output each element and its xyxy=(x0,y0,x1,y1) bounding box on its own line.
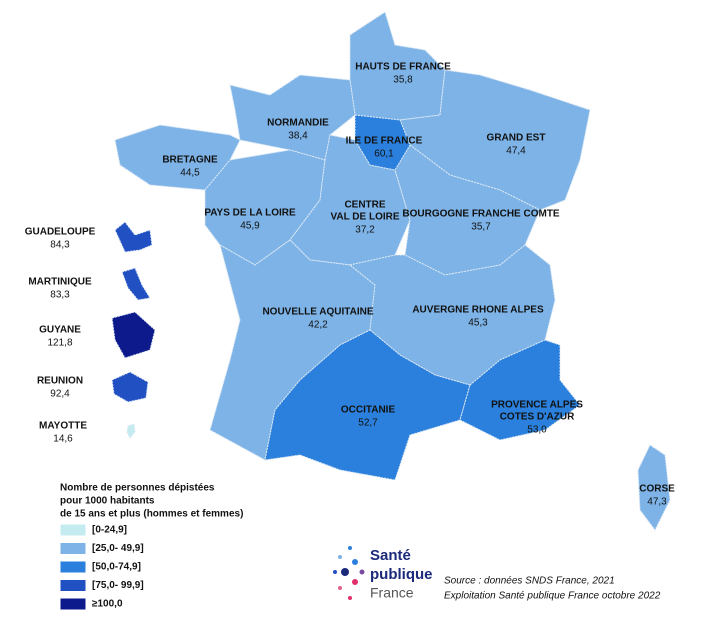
legend-title: Nombre de personnes dépistées xyxy=(60,483,215,494)
region xyxy=(111,371,149,403)
legend-label: [0-24,9] xyxy=(92,525,127,536)
region-value: 84,3 xyxy=(50,240,70,251)
shapes xyxy=(111,11,671,531)
legend-title: de 15 ans et plus (hommes et femmes) xyxy=(60,509,243,520)
legend-swatch xyxy=(59,523,87,537)
legend-label: [75,0- 99,9] xyxy=(92,580,144,591)
region xyxy=(264,329,471,481)
legend-swatch xyxy=(59,542,87,555)
region-name: COTES D'AZUR xyxy=(500,412,575,423)
source: Source : données SNDS France, 2021 xyxy=(444,576,615,587)
legend-label: [50,0-74,9] xyxy=(92,562,141,573)
region-value: 60,1 xyxy=(374,149,394,160)
legend-swatch xyxy=(59,597,87,611)
region xyxy=(459,339,581,441)
region xyxy=(126,423,136,439)
region-value: 38,4 xyxy=(288,131,308,142)
region xyxy=(111,311,156,359)
logo-text: publique xyxy=(370,566,433,583)
legend-swatch xyxy=(59,579,87,592)
region-value: 35,7 xyxy=(471,222,491,233)
logo-text: France xyxy=(370,585,414,601)
region-name: BOURGOGNE FRANCHE COMTE xyxy=(402,209,560,220)
region-value: 45,9 xyxy=(240,221,260,232)
region xyxy=(637,444,671,531)
region-name: GUADELOUPE xyxy=(25,227,96,238)
region-name: GRAND EST xyxy=(487,133,546,144)
region-name: ILE DE FRANCE xyxy=(346,136,423,147)
region-name: BRETAGNE xyxy=(162,155,218,166)
region xyxy=(229,74,356,161)
legend-label: [25,0- 49,9] xyxy=(92,543,144,554)
legend-label: ≥100,0 xyxy=(92,599,123,610)
region xyxy=(289,134,411,266)
legend-swatch xyxy=(59,560,87,574)
source: Exploitation Santé publique France octob… xyxy=(444,591,661,602)
region-name: PROVENCE ALPES xyxy=(491,400,583,411)
region-value: 47,3 xyxy=(647,497,667,508)
region-value: 37,2 xyxy=(355,225,375,236)
region-name: REUNION xyxy=(37,376,83,387)
region xyxy=(114,221,153,253)
region-name: NOUVELLE AQUITAINE xyxy=(262,307,373,318)
region-value: 45,3 xyxy=(468,318,488,329)
region-value: 52,7 xyxy=(358,418,378,429)
region-value: 92,4 xyxy=(50,389,70,400)
region-name: MAYOTTE xyxy=(39,421,87,432)
region-name: CORSE xyxy=(639,484,675,495)
region-name: MARTINIQUE xyxy=(28,277,92,288)
region-name: HAUTS DE FRANCE xyxy=(355,62,451,73)
logo-text: Santé xyxy=(370,547,411,564)
region-name: NORMANDIE xyxy=(267,118,329,129)
region-name: AUVERGNE RHONE ALPES xyxy=(412,305,544,316)
region-value: 44,5 xyxy=(180,168,200,179)
region xyxy=(354,114,411,171)
region xyxy=(121,267,151,301)
region-name: PAYS DE LA LOIRE xyxy=(204,208,296,219)
legend-title: pour 1000 habitants xyxy=(60,496,155,507)
logo: Santé publique France xyxy=(333,546,433,601)
region-value: 47,4 xyxy=(506,146,526,157)
region-name: GUYANE xyxy=(39,325,81,336)
region-value: 14,6 xyxy=(53,434,73,445)
region-value: 83,3 xyxy=(50,290,70,301)
region-value: 121,8 xyxy=(47,338,72,349)
region-value: 35,8 xyxy=(393,75,413,86)
region-name: OCCITANIE xyxy=(341,405,396,416)
region-name: VAL DE LOIRE xyxy=(330,212,399,223)
region-value: 42,2 xyxy=(308,320,328,331)
region-value: 53,0 xyxy=(527,425,547,436)
region-name: CENTRE xyxy=(344,200,385,211)
